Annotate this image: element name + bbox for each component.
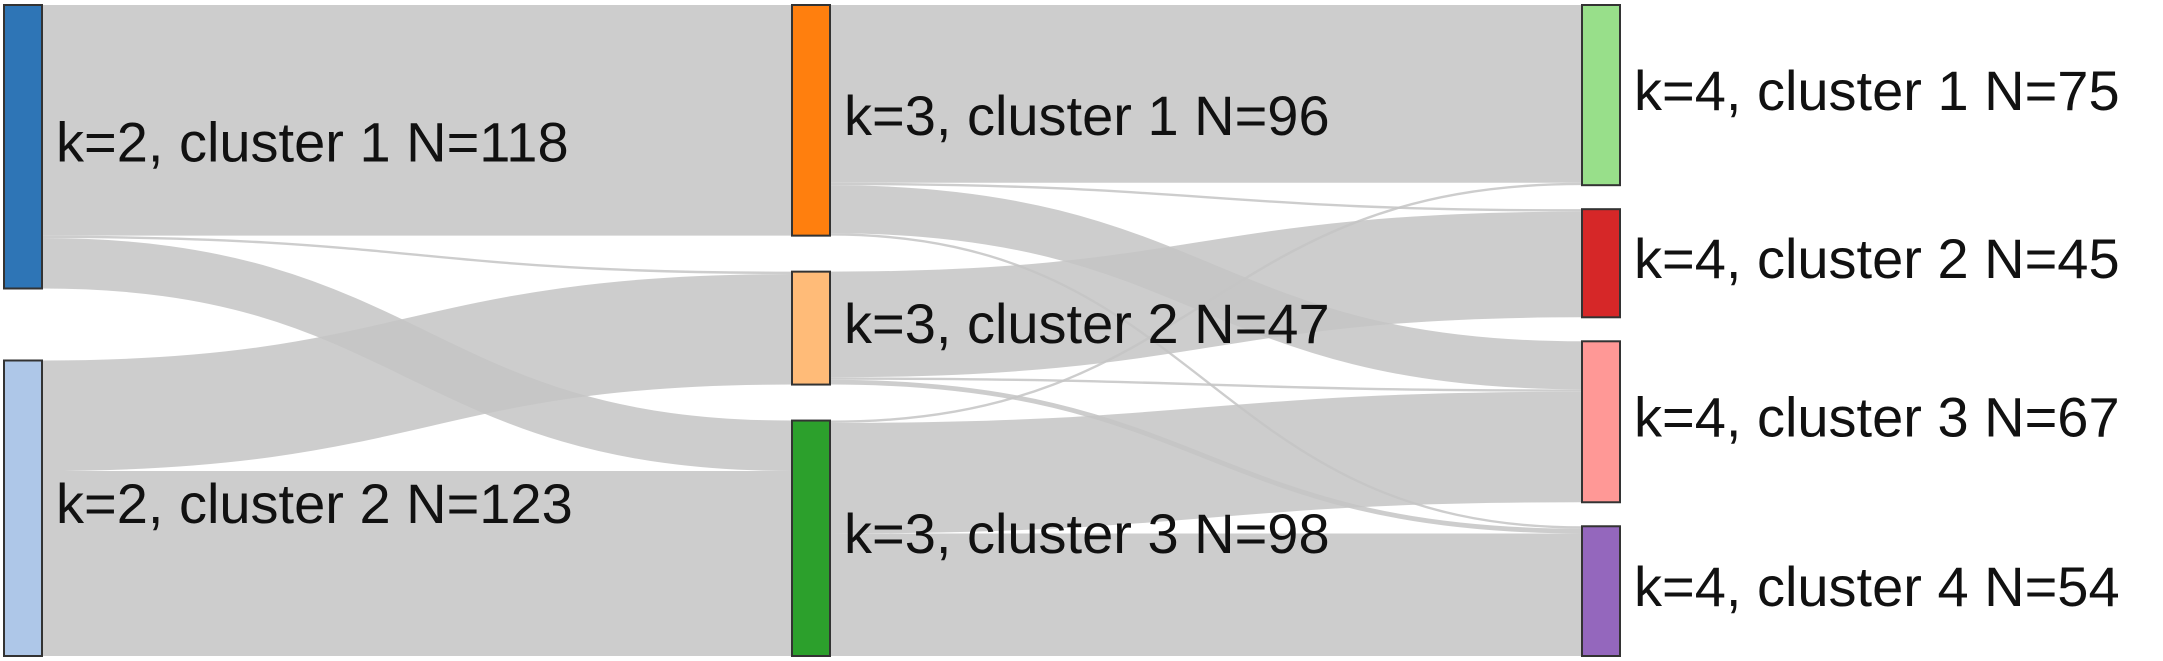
node-k4c2 [1581, 208, 1621, 319]
link-k3c3-k4c1 [829, 182, 1583, 423]
link-k2c1-k3c2 [41, 235, 793, 275]
links-layer [41, 5, 1583, 657]
link-k3c1-k4c2 [829, 182, 1583, 212]
node-label-k2c2: k=2, cluster 2 N=123 [56, 472, 573, 535]
node-k4c4 [1581, 525, 1621, 657]
node-k2c2 [3, 359, 43, 657]
link-k3c2-k4c2 [829, 211, 1583, 378]
link-k3c1-k4c4 [829, 233, 1583, 529]
link-k2c2-k3c2 [41, 274, 793, 472]
node-k4c3 [1581, 340, 1621, 504]
labels-layer: k=2, cluster 1 N=118 k=2, cluster 2 N=123… [56, 59, 2120, 618]
node-k4c1 [1581, 4, 1621, 187]
node-label-k4c4: k=4, cluster 4 N=54 [1634, 555, 2120, 618]
node-label-k3c1: k=3, cluster 1 N=96 [844, 84, 1330, 147]
link-k3c2-k4c3 [829, 377, 1583, 392]
nodes-layer [3, 4, 1621, 658]
node-label-k2c1: k=2, cluster 1 N=118 [56, 111, 569, 174]
link-k3c3-k4c3 [829, 391, 1583, 534]
node-label-k3c2: k=3, cluster 2 N=47 [844, 292, 1330, 355]
node-k3c3 [791, 419, 831, 658]
node-label-k4c2: k=4, cluster 2 N=45 [1634, 227, 2120, 290]
node-k2c1 [3, 4, 43, 290]
node-label-k4c3: k=4, cluster 3 N=67 [1634, 386, 2120, 449]
node-k3c1 [791, 4, 831, 237]
node-label-k3c3: k=3, cluster 3 N=98 [844, 502, 1330, 565]
node-k3c2 [791, 270, 831, 386]
node-label-k4c1: k=4, cluster 1 N=75 [1634, 59, 2120, 122]
